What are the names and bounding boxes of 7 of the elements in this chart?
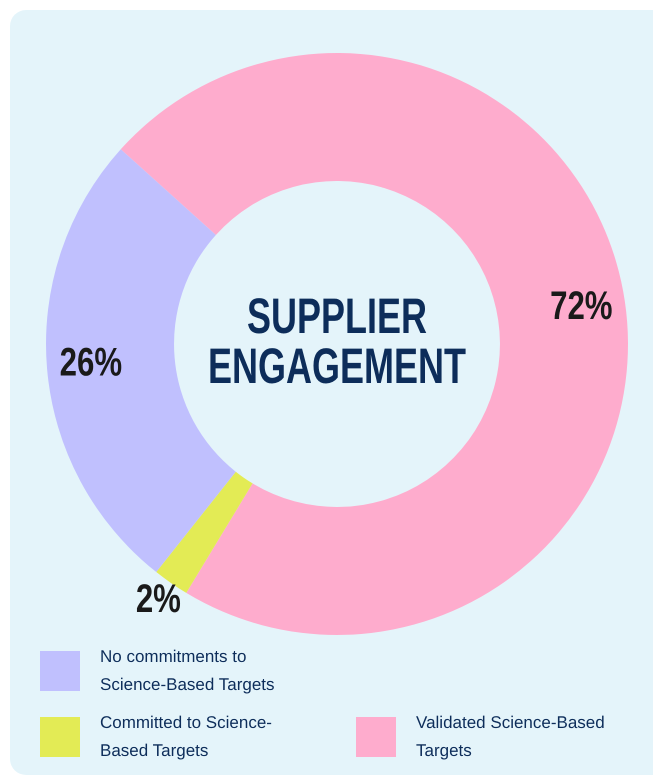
- data-label: 2%: [136, 576, 181, 621]
- data-label: 26%: [60, 340, 122, 385]
- legend-label: Committed to Science-Based Targets: [100, 712, 273, 762]
- text: SUPPLIER ENGAGEMENT: [208, 289, 466, 394]
- legend-label: No commitments to Science-Based Targets: [100, 646, 276, 696]
- legend-label: Validated Science-Based Targets: [416, 712, 606, 762]
- data-label: 72%: [550, 283, 613, 328]
